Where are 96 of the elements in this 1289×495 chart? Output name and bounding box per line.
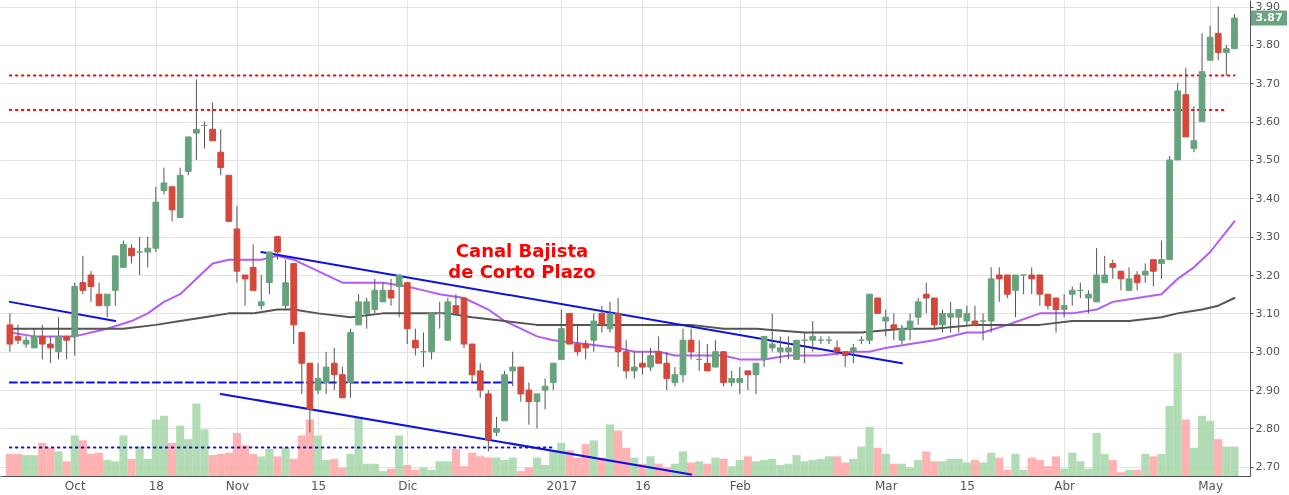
bar xyxy=(70,435,79,476)
bar xyxy=(167,442,177,476)
bar xyxy=(711,457,720,476)
x-tick-label: 15 xyxy=(959,478,975,493)
candlestick xyxy=(217,128,225,176)
bar xyxy=(703,463,712,476)
x-tick-label: Feb xyxy=(729,478,751,493)
bar xyxy=(1214,439,1223,476)
candlestick xyxy=(274,236,281,261)
bar xyxy=(743,456,752,476)
candlestick xyxy=(703,343,711,372)
y-tick-label: 2.70 xyxy=(1255,460,1280,474)
candlestick xyxy=(752,362,760,395)
candlestick xyxy=(1214,6,1222,61)
candlestick xyxy=(744,370,752,391)
candlestick xyxy=(1150,259,1157,288)
y-tick-label: 3.70 xyxy=(1255,76,1280,90)
candlestick xyxy=(914,297,922,326)
x-tick-label: May xyxy=(1198,478,1224,493)
y-tick-label: 2.90 xyxy=(1255,383,1280,397)
bar xyxy=(395,435,404,476)
candlestick xyxy=(647,347,654,372)
x-tick-label: 16 xyxy=(635,478,651,493)
bar xyxy=(970,460,980,476)
x-tick-label: 2017 xyxy=(546,478,578,493)
candlestick xyxy=(1117,270,1125,291)
bar xyxy=(127,458,136,476)
bar xyxy=(687,462,696,476)
candlestick xyxy=(209,101,216,142)
candlestick xyxy=(103,293,111,318)
bar xyxy=(889,463,898,476)
bar xyxy=(605,424,615,476)
y-tick-label: 3.00 xyxy=(1255,345,1280,359)
bar xyxy=(386,468,396,476)
x-tick-label: Abr xyxy=(1054,478,1076,493)
y-tick-label: 3.40 xyxy=(1255,191,1280,205)
bar xyxy=(273,456,282,476)
candlestick xyxy=(193,78,200,161)
bar xyxy=(873,447,882,476)
y-tick-label: 3.30 xyxy=(1255,230,1280,244)
x-tick-label: Dic xyxy=(398,478,418,493)
bar xyxy=(719,458,728,476)
candlestick xyxy=(63,335,70,360)
bar xyxy=(1124,469,1134,476)
candlestick xyxy=(1068,286,1076,307)
candlestick xyxy=(168,186,176,222)
candlestick xyxy=(630,351,638,380)
candlestick xyxy=(493,416,500,437)
bar xyxy=(1133,469,1142,476)
bar xyxy=(1149,456,1158,476)
bar xyxy=(54,451,63,476)
bar xyxy=(62,461,71,476)
candlestick xyxy=(639,351,646,376)
candlestick xyxy=(1060,293,1068,318)
y-tick-label: 3.50 xyxy=(1255,153,1280,167)
y-tick-label: 3.60 xyxy=(1255,115,1280,129)
y-tick-label: 3.20 xyxy=(1255,268,1280,282)
candlestick xyxy=(136,236,143,276)
y-tick-label: 3.80 xyxy=(1255,38,1280,52)
bar xyxy=(589,440,598,476)
x-tick-label: Mar xyxy=(874,478,898,493)
candlestick xyxy=(549,362,557,391)
candlestick xyxy=(849,343,857,364)
annotation: Canal Bajista de Corto Plazo xyxy=(448,240,596,282)
candlestick xyxy=(412,328,419,357)
candlestick xyxy=(387,278,395,307)
x-tick-label: 18 xyxy=(148,478,164,493)
candlestick xyxy=(1206,25,1214,61)
candlestick xyxy=(533,393,541,429)
candlestick xyxy=(509,351,517,387)
candlestick xyxy=(971,305,979,326)
bar xyxy=(881,453,890,476)
x-tick-label: Nov xyxy=(225,478,250,493)
text: 3.87 xyxy=(1255,11,1283,25)
y-tick-label: 2.80 xyxy=(1255,421,1280,435)
candlestick xyxy=(1109,259,1117,280)
bar xyxy=(1141,453,1150,476)
candlestick xyxy=(1141,263,1149,284)
bar xyxy=(1181,419,1190,476)
x-tick-label: 15 xyxy=(310,478,327,493)
candlestick xyxy=(712,339,719,368)
candlestick xyxy=(1125,266,1133,291)
bar xyxy=(695,461,704,476)
candlestick xyxy=(687,328,695,360)
x-tick-label: Oct xyxy=(64,478,86,493)
bar xyxy=(281,447,290,476)
candlestick xyxy=(95,282,103,307)
candlestick xyxy=(1020,274,1027,295)
candlestick xyxy=(128,243,135,265)
candlestick xyxy=(541,378,549,410)
y-tick-label: 3.90 xyxy=(1255,0,1280,14)
candlestick xyxy=(1190,105,1198,153)
candlestick xyxy=(1133,270,1141,291)
candlestick xyxy=(160,167,168,195)
y-tick-label: 3.10 xyxy=(1255,306,1280,320)
candlestick xyxy=(1012,274,1019,318)
